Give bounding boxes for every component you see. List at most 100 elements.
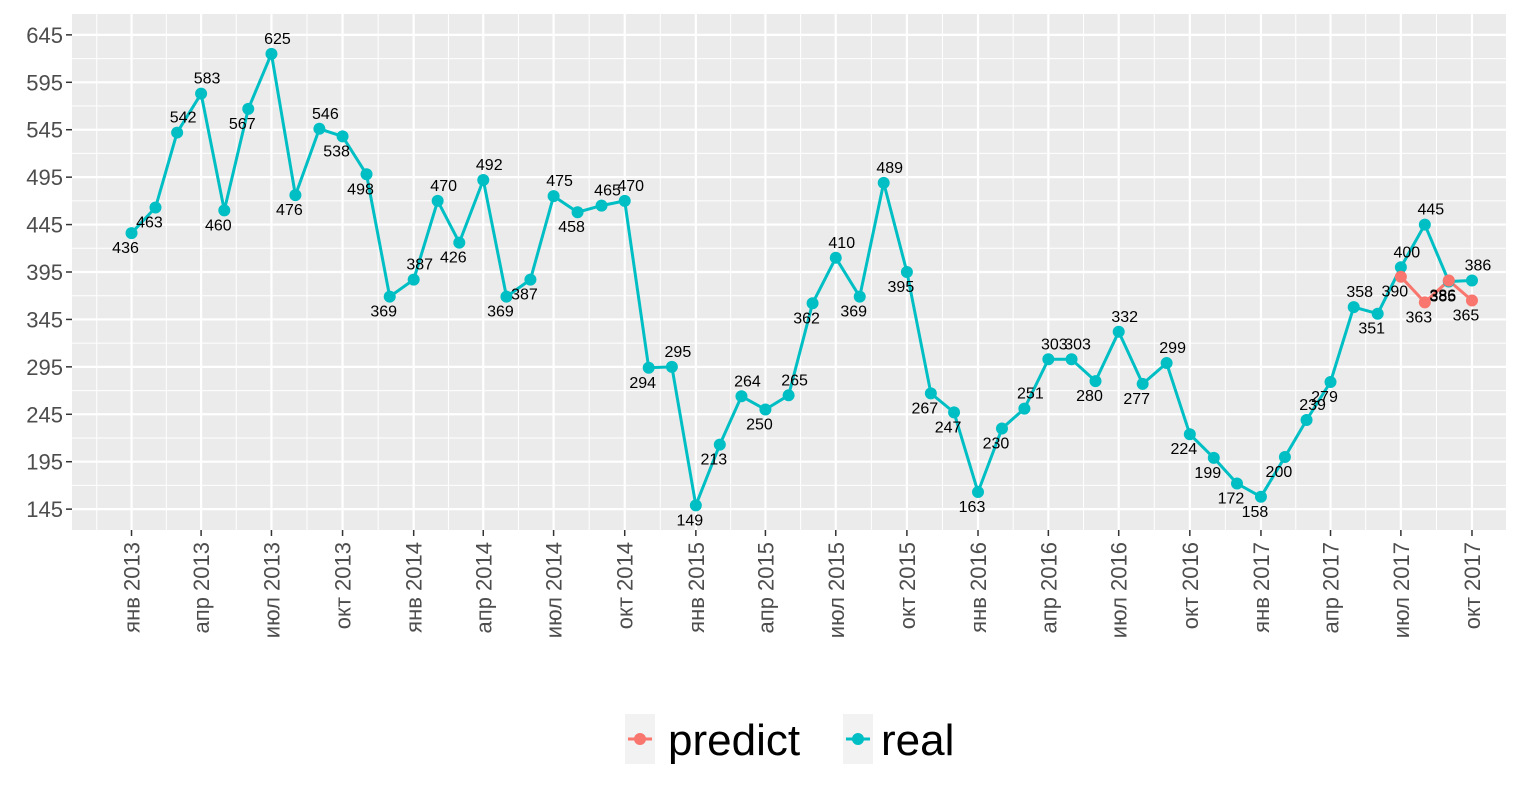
data-point-real xyxy=(360,168,373,181)
data-label-predict: 363 xyxy=(1405,309,1432,326)
data-point-real xyxy=(1418,218,1431,231)
x-tick-label: апр 2013 xyxy=(189,542,214,633)
data-point-predict xyxy=(1442,274,1455,287)
data-label-real: 158 xyxy=(1242,504,1269,521)
data-point-real xyxy=(1347,301,1360,314)
data-label-real: 385 xyxy=(1429,288,1456,305)
data-label-real: 546 xyxy=(312,106,339,123)
data-label-real: 395 xyxy=(888,279,915,296)
data-label-real: 625 xyxy=(264,31,291,48)
data-label-real: 410 xyxy=(828,235,855,252)
data-label-real: 498 xyxy=(347,181,374,198)
data-point-real xyxy=(642,361,655,374)
series-line-real xyxy=(130,52,1473,507)
data-label-real: 458 xyxy=(558,219,585,236)
y-tick-label: 645 xyxy=(26,23,63,48)
data-label-real: 369 xyxy=(487,304,514,321)
data-label-real: 199 xyxy=(1194,465,1221,482)
data-point-real xyxy=(524,273,537,286)
data-label-real: 358 xyxy=(1346,284,1373,301)
data-label-real: 400 xyxy=(1394,244,1421,261)
data-point-real xyxy=(289,189,302,202)
data-point-real xyxy=(1065,353,1078,366)
data-point-real xyxy=(595,199,608,212)
x-tick-label: окт 2015 xyxy=(895,542,920,629)
data-point-real xyxy=(1278,450,1291,463)
data-label-real: 387 xyxy=(511,287,538,304)
data-label-real: 475 xyxy=(546,173,573,190)
x-tick-label: окт 2014 xyxy=(613,542,638,629)
data-point-real xyxy=(313,122,326,135)
y-tick-label: 195 xyxy=(26,450,63,475)
data-point-real xyxy=(547,190,560,203)
x-tick-label: июл 2016 xyxy=(1107,542,1132,638)
data-label-real: 445 xyxy=(1417,202,1444,219)
data-label-real: 163 xyxy=(959,499,986,516)
data-label-real: 224 xyxy=(1170,441,1197,458)
data-label-real: 280 xyxy=(1076,388,1103,405)
y-tick-label: 395 xyxy=(26,260,63,285)
x-tick-label: июл 2013 xyxy=(259,542,284,638)
data-point-real xyxy=(877,176,890,189)
data-point-real xyxy=(407,273,420,286)
data-label-real: 303 xyxy=(1064,336,1091,353)
data-point-real xyxy=(265,47,278,60)
x-tick-label: апр 2014 xyxy=(471,542,496,633)
data-point-real xyxy=(829,251,842,264)
data-point-real xyxy=(900,266,913,278)
legend-marker-real xyxy=(852,733,864,745)
x-tick-label: апр 2015 xyxy=(753,542,778,633)
y-tick-label: 145 xyxy=(26,497,63,522)
data-label-real: 386 xyxy=(1465,258,1492,275)
legend: predict real xyxy=(625,714,954,765)
y-tick-label: 245 xyxy=(26,402,63,427)
data-point-predict xyxy=(1418,296,1431,309)
data-label-real: 369 xyxy=(370,304,397,321)
x-tick-label: июл 2014 xyxy=(542,542,567,638)
x-tick-label: окт 2016 xyxy=(1178,542,1203,629)
data-label-real: 369 xyxy=(840,304,867,321)
data-point-real xyxy=(571,206,584,219)
x-axis: янв 2013 апр 2013 июл 2013 окт 2013 янв 2014… xyxy=(120,530,1485,638)
data-label-real: 470 xyxy=(430,178,457,195)
grid xyxy=(72,14,1506,530)
data-label-real: 567 xyxy=(229,116,256,133)
y-tick-label: 445 xyxy=(26,213,63,238)
y-tick-label: 595 xyxy=(26,70,63,95)
data-point-real xyxy=(242,102,255,115)
data-point-real xyxy=(477,173,490,186)
data-point-real xyxy=(1254,490,1267,503)
data-point-real xyxy=(948,406,961,419)
data-label-real: 299 xyxy=(1159,340,1186,357)
data-label-real: 230 xyxy=(983,436,1010,453)
y-tick-label: 295 xyxy=(26,355,63,380)
x-tick-label: янв 2016 xyxy=(966,542,991,633)
data-label-real: 265 xyxy=(781,372,808,389)
data-label-real: 264 xyxy=(734,373,761,390)
data-label-real: 247 xyxy=(935,419,962,436)
data-label-real: 213 xyxy=(700,452,727,469)
data-point-real xyxy=(665,360,678,373)
y-tick-label: 495 xyxy=(26,165,63,190)
data-point-real xyxy=(171,126,184,139)
data-label-real: 426 xyxy=(440,250,467,267)
x-tick-label: апр 2017 xyxy=(1319,542,1344,633)
y-axis: 145 195 245 295 345 395 445 495 545 595 645 xyxy=(26,23,72,522)
legend-marker-predict xyxy=(634,733,646,745)
data-label-real: 303 xyxy=(1041,336,1068,353)
series-layer xyxy=(125,47,1478,512)
data-label-real: 583 xyxy=(194,71,221,88)
data-point-real xyxy=(924,387,937,400)
data-label-real: 470 xyxy=(617,178,644,195)
y-tick-label: 345 xyxy=(26,307,63,332)
data-label-real: 267 xyxy=(912,400,939,417)
data-point-predict xyxy=(1394,270,1407,283)
data-point-real xyxy=(1324,376,1337,389)
data-point-real xyxy=(689,499,702,512)
series-line-predict xyxy=(1399,275,1473,304)
x-tick-label: июл 2017 xyxy=(1389,542,1414,638)
data-label-real: 332 xyxy=(1111,309,1138,326)
data-point-real xyxy=(195,87,208,100)
data-point-real xyxy=(1089,375,1102,388)
